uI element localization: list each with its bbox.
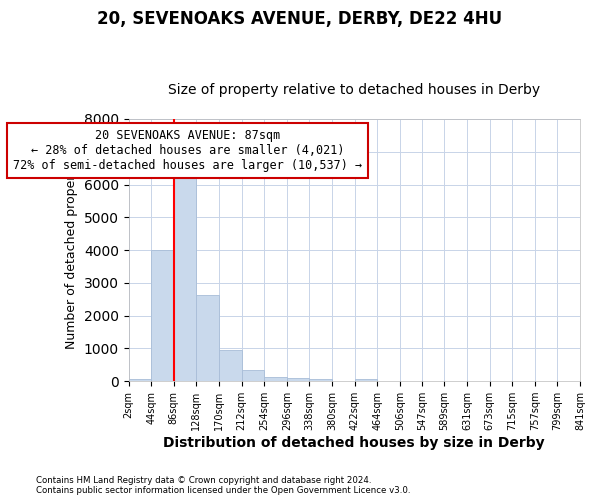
Bar: [174, 165, 196, 381]
Title: Size of property relative to detached houses in Derby: Size of property relative to detached ho…: [168, 83, 541, 97]
Bar: [196, 296, 219, 381]
X-axis label: Distribution of detached houses by size in Derby: Distribution of detached houses by size …: [163, 436, 545, 450]
Text: 20, SEVENOAKS AVENUE, DERBY, DE22 4HU: 20, SEVENOAKS AVENUE, DERBY, DE22 4HU: [97, 10, 503, 28]
Bar: [151, 250, 174, 381]
Y-axis label: Number of detached properties: Number of detached properties: [65, 152, 78, 348]
Text: Contains HM Land Registry data © Crown copyright and database right 2024.
Contai: Contains HM Land Registry data © Crown c…: [36, 476, 410, 495]
Bar: [242, 370, 264, 381]
Bar: [287, 378, 310, 381]
Bar: [310, 379, 332, 381]
Text: 20 SEVENOAKS AVENUE: 87sqm
← 28% of detached houses are smaller (4,021)
72% of s: 20 SEVENOAKS AVENUE: 87sqm ← 28% of deta…: [13, 129, 362, 172]
Bar: [355, 380, 377, 381]
Bar: [128, 380, 151, 381]
Bar: [264, 377, 287, 381]
Bar: [219, 350, 242, 381]
